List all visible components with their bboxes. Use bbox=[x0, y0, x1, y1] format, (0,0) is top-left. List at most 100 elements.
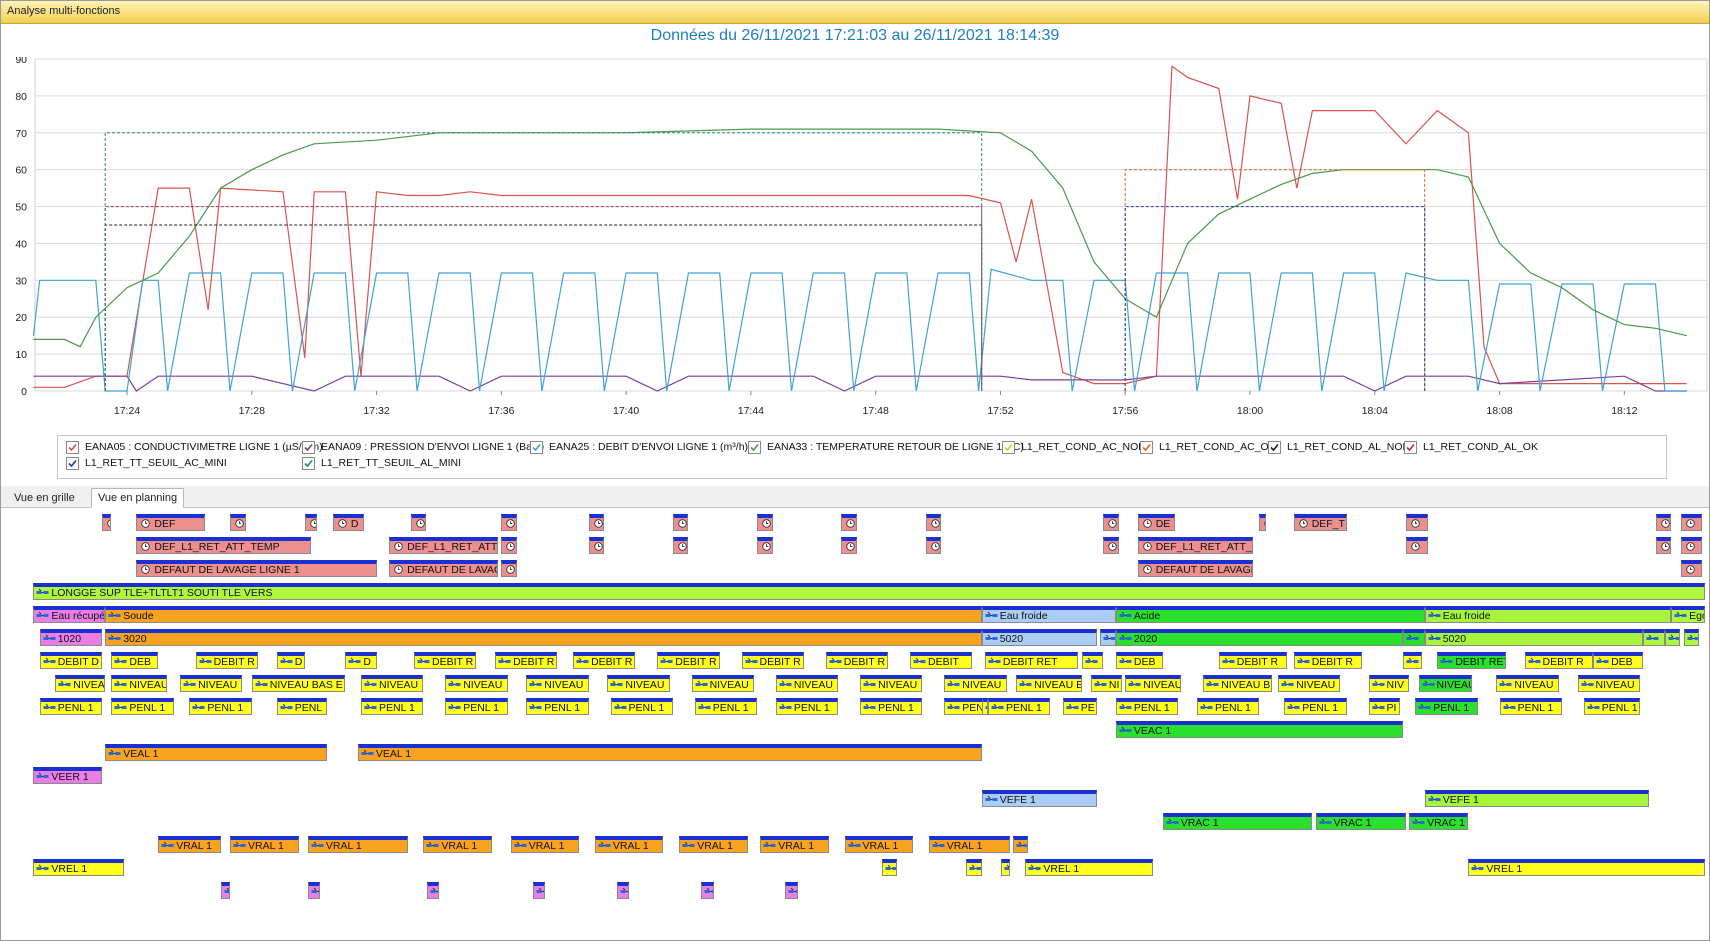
planning-bar[interactable]: VRAL 1 bbox=[230, 836, 299, 853]
legend-checkbox[interactable] bbox=[66, 440, 79, 454]
planning-bar[interactable] bbox=[410, 514, 427, 531]
legend-item[interactable]: EANA25 : DEBIT D'ENVOI LIGNE 1 (m³/h) bbox=[530, 439, 748, 455]
planning-bar[interactable]: NIVEAU B bbox=[180, 675, 243, 692]
planning-bar[interactable] bbox=[1655, 537, 1672, 554]
planning-bar[interactable]: NIVEAU bbox=[1125, 675, 1182, 692]
planning-bar[interactable]: NIVEAU bbox=[1577, 675, 1640, 692]
planning-bar[interactable]: NIVEAU bbox=[860, 675, 923, 692]
planning-bar[interactable] bbox=[501, 537, 517, 554]
planning-bar[interactable]: DEF bbox=[136, 514, 205, 531]
planning-bar[interactable]: PENL 1 bbox=[860, 698, 923, 715]
legend-item[interactable]: L1_RET_TT_SEUIL_AL_MINI bbox=[302, 455, 461, 471]
planning-bar[interactable] bbox=[1680, 514, 1703, 531]
planning-bar[interactable]: DEB bbox=[111, 652, 159, 669]
planning-bar[interactable]: VRAL 1 bbox=[844, 836, 914, 853]
planning-bar[interactable]: PENL 1 bbox=[361, 698, 424, 715]
planning-bar[interactable] bbox=[1655, 514, 1672, 531]
planning-bar[interactable]: VRAL 1 bbox=[307, 836, 408, 853]
planning-bar[interactable]: DEBIT R bbox=[1524, 652, 1594, 669]
planning-bar[interactable]: DEFAUT DE LAVAGE bbox=[1137, 560, 1254, 577]
planning-bar[interactable]: NIVEAU bbox=[111, 675, 168, 692]
legend-item[interactable]: L1_RET_TT_SEUIL_AC_MINI bbox=[66, 455, 227, 471]
planning-bar[interactable] bbox=[966, 859, 982, 876]
planning-bar[interactable]: D bbox=[276, 652, 305, 669]
planning-bar[interactable]: NIVEAU E bbox=[1016, 675, 1082, 692]
planning-bar[interactable]: DEBIT R bbox=[495, 652, 558, 669]
planning-bar[interactable]: VEFE 1 bbox=[981, 790, 1098, 807]
planning-bar[interactable] bbox=[672, 514, 689, 531]
planning-bar[interactable]: PENL 1 bbox=[694, 698, 758, 715]
planning-bar[interactable]: VREL 1 bbox=[1025, 859, 1154, 876]
planning-bar[interactable]: NIVEAU bbox=[775, 675, 839, 692]
planning-bar[interactable] bbox=[757, 514, 773, 531]
planning-bar[interactable] bbox=[1103, 514, 1119, 531]
planning-bar[interactable]: PENL 1 bbox=[1499, 698, 1562, 715]
legend-item[interactable]: EANA09 : PRESSION D'ENVOI LIGNE 1 (Bars) bbox=[302, 439, 544, 455]
planning-bar[interactable]: VREL 1 bbox=[33, 859, 124, 876]
planning-bar[interactable]: D bbox=[332, 514, 365, 531]
planning-bar[interactable]: NIVEAU bbox=[526, 675, 589, 692]
planning-bar[interactable] bbox=[1664, 629, 1681, 646]
planning-bar[interactable] bbox=[501, 514, 517, 531]
planning-bar[interactable]: VEFE 1 bbox=[1424, 790, 1650, 807]
planning-bar[interactable] bbox=[701, 882, 714, 899]
planning-bar[interactable]: VRAC 1 bbox=[1409, 813, 1469, 830]
planning-bar[interactable]: DEF_L1_RET_ATT_ bbox=[1137, 537, 1254, 554]
planning-bar[interactable] bbox=[616, 882, 630, 899]
planning-bar[interactable]: NIVEAU bbox=[445, 675, 508, 692]
planning-bar[interactable]: DEF_L1_RET_ATT_TEMP bbox=[136, 537, 312, 554]
planning-bar[interactable]: DEBIT R bbox=[414, 652, 477, 669]
planning-bar[interactable]: VRAC 1 bbox=[1162, 813, 1313, 830]
planning-bar[interactable]: PENL 1 bbox=[111, 698, 174, 715]
planning-bar[interactable]: DEB bbox=[1593, 652, 1643, 669]
legend-checkbox[interactable] bbox=[1404, 440, 1417, 454]
planning-bar[interactable] bbox=[1406, 537, 1428, 554]
legend-item[interactable]: L1_RET_COND_AL_OK bbox=[1404, 439, 1538, 455]
planning-bar[interactable] bbox=[925, 514, 942, 531]
planning-bar[interactable]: VRAL 1 bbox=[594, 836, 664, 853]
legend-item[interactable]: EANA05 : CONDUCTIVIMETRE LIGNE 1 (µS/mm) bbox=[66, 439, 323, 455]
planning-bar[interactable] bbox=[230, 514, 246, 531]
legend-item[interactable]: L1_RET_COND_AL_NOK bbox=[1268, 439, 1410, 455]
planning-bar[interactable]: PENL 1 bbox=[610, 698, 673, 715]
planning-bar[interactable]: NIVEAU bbox=[691, 675, 754, 692]
planning-bar[interactable]: NIVEAU bbox=[1418, 675, 1472, 692]
planning-bar[interactable]: VRAL 1 bbox=[679, 836, 748, 853]
legend-item[interactable]: EANA33 : TEMPERATURE RETOUR DE LIGNE 1 (… bbox=[748, 439, 1024, 455]
planning-bar[interactable]: DEBIT R bbox=[1218, 652, 1288, 669]
planning-bar[interactable]: 3020 bbox=[105, 629, 982, 646]
planning-bar[interactable]: VRAL 1 bbox=[510, 836, 580, 853]
planning-bar[interactable]: DEBIT R bbox=[825, 652, 889, 669]
legend-checkbox[interactable] bbox=[748, 440, 761, 454]
planning-bar[interactable]: PENL 1 bbox=[1415, 698, 1478, 715]
planning-bar[interactable]: VEAC 1 bbox=[1115, 721, 1403, 738]
planning-bar[interactable]: NIVEAU bbox=[944, 675, 1007, 692]
tab-grid-view[interactable]: Vue en grille bbox=[14, 492, 75, 504]
planning-bar[interactable]: VRAL 1 bbox=[158, 836, 221, 853]
planning-bar[interactable]: NIVEA bbox=[55, 675, 106, 692]
planning-bar[interactable] bbox=[981, 698, 988, 715]
planning-bar[interactable]: PE bbox=[1062, 698, 1098, 715]
planning-bar[interactable]: D bbox=[345, 652, 377, 669]
planning-bar[interactable]: PENL 1 bbox=[988, 698, 1051, 715]
planning-bar[interactable]: NIVEAU bbox=[361, 675, 424, 692]
planning-bar[interactable]: DEBIT R bbox=[1293, 652, 1363, 669]
planning-bar[interactable]: 5020 bbox=[981, 629, 1098, 646]
planning-bar[interactable] bbox=[501, 560, 517, 577]
planning-bar[interactable]: VEAL 1 bbox=[357, 744, 982, 761]
planning-bar[interactable] bbox=[841, 537, 857, 554]
planning-bar[interactable] bbox=[426, 882, 439, 899]
planning-bar[interactable]: PENL 1 bbox=[1583, 698, 1640, 715]
legend-checkbox[interactable] bbox=[1268, 440, 1281, 454]
planning-bar[interactable]: VRAL 1 bbox=[760, 836, 829, 853]
planning-bar[interactable]: NIVEAU B bbox=[1203, 675, 1272, 692]
legend-checkbox[interactable] bbox=[302, 440, 315, 454]
planning-bar[interactable]: PENL 1 bbox=[1115, 698, 1179, 715]
legend-checkbox[interactable] bbox=[302, 456, 315, 470]
planning-bar[interactable]: PENL 1 bbox=[445, 698, 508, 715]
planning-bar[interactable]: DE bbox=[1137, 514, 1176, 531]
planning-bar[interactable]: LONGGE SUP TLE+TLTLT1 SOUTI TLE VERS bbox=[33, 583, 1706, 600]
planning-bar[interactable] bbox=[1680, 560, 1703, 577]
planning-bar[interactable] bbox=[304, 514, 318, 531]
planning-bar[interactable] bbox=[1406, 514, 1428, 531]
